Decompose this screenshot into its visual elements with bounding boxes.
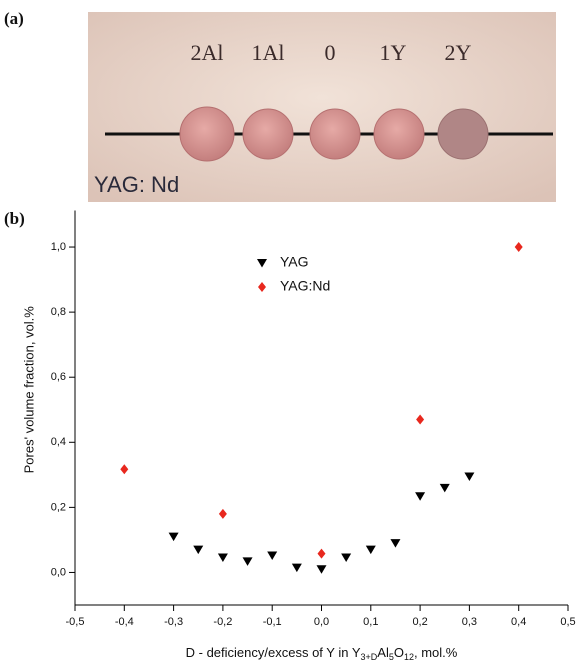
x-tick-label: -0,3 xyxy=(164,616,183,628)
data-point xyxy=(416,414,425,425)
data-point xyxy=(464,472,475,481)
x-tick-label: 0,4 xyxy=(511,616,526,628)
x-axis-label-part: , mol.% xyxy=(414,645,458,660)
panel-label: (a) xyxy=(4,9,24,28)
x-axis-label-part: Al xyxy=(377,645,389,660)
x-tick-label: -0,5 xyxy=(66,616,85,628)
x-tick-label: -0,4 xyxy=(115,616,134,628)
y-tick-label: 0,8 xyxy=(51,306,66,318)
data-point xyxy=(390,539,401,548)
data-point xyxy=(217,553,228,562)
photo-background xyxy=(88,12,556,202)
data-point xyxy=(267,551,278,561)
x-tick-label: 0,3 xyxy=(462,616,477,628)
data-point xyxy=(317,548,326,559)
chart: -0,5 -0,4 -0,3 -0,2 -0,1 0,0 0,1 0,2 0,3 0,4 0,5 0,… xyxy=(21,210,576,662)
sample-disk xyxy=(309,108,361,160)
legend-marker xyxy=(257,259,267,268)
data-point xyxy=(415,492,426,501)
y-tick-label: 0,2 xyxy=(51,501,66,513)
data-point xyxy=(168,532,179,542)
x-tick-label: 0,1 xyxy=(363,616,378,628)
y-tick-label: 0,0 xyxy=(51,566,66,578)
legend-label: YAG xyxy=(280,254,309,270)
photo-caption: YAG: Nd xyxy=(94,172,179,197)
data-point xyxy=(218,508,227,519)
photo: 2Al 1Al 0 1Y 2Y YAG: Nd xyxy=(88,12,556,202)
x-axis-label-part: 3+D xyxy=(361,652,378,662)
x-tick-label: -0,1 xyxy=(263,616,282,628)
x-tick-label: 0,0 xyxy=(314,616,329,628)
data-point xyxy=(242,557,253,566)
x-axis-label-part: O xyxy=(394,645,404,660)
x-axis-label-part: 5 xyxy=(389,652,394,662)
data-point xyxy=(514,242,523,253)
x-tick-label: 0,5 xyxy=(560,616,575,628)
y-tick-label: 0,4 xyxy=(51,436,66,448)
photo-label: 2Y xyxy=(445,40,472,65)
data-point xyxy=(341,553,352,562)
sample-disk xyxy=(179,106,235,162)
data-point xyxy=(316,565,327,574)
x-axis-label: D - deficiency/excess of Y in Y3+DAl5O12… xyxy=(186,645,458,662)
data-point xyxy=(120,464,129,475)
photo-label: 1Al xyxy=(252,40,285,65)
sample-disk xyxy=(373,108,425,160)
photo-label: 1Y xyxy=(380,40,407,65)
data-point xyxy=(439,483,450,493)
legend-marker xyxy=(258,282,266,292)
sample-disk xyxy=(437,108,489,160)
data-point xyxy=(365,545,376,555)
y-axis-label: Pores' volume fraction, vol.% xyxy=(21,306,36,474)
photo-label: 0 xyxy=(325,40,336,65)
legend-label: YAG:Nd xyxy=(280,278,330,294)
y-tick-label: 1,0 xyxy=(51,241,66,253)
x-tick-label: 0,2 xyxy=(412,616,427,628)
panel-label: (b) xyxy=(4,209,25,228)
x-tick-label: -0,2 xyxy=(213,616,232,628)
photo-label: 2Al xyxy=(191,40,224,65)
y-tick-label: 0,6 xyxy=(51,371,66,383)
x-axis-label-part: 12 xyxy=(404,652,414,662)
data-point xyxy=(291,563,302,573)
x-axis-label-part: D - deficiency/excess of Y in Y xyxy=(186,645,361,660)
sample-disk xyxy=(242,108,294,160)
data-point xyxy=(193,545,204,555)
